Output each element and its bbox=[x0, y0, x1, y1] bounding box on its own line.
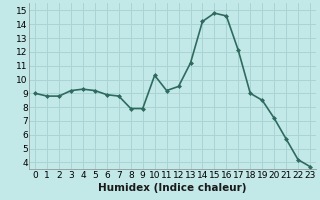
X-axis label: Humidex (Indice chaleur): Humidex (Indice chaleur) bbox=[98, 183, 247, 193]
